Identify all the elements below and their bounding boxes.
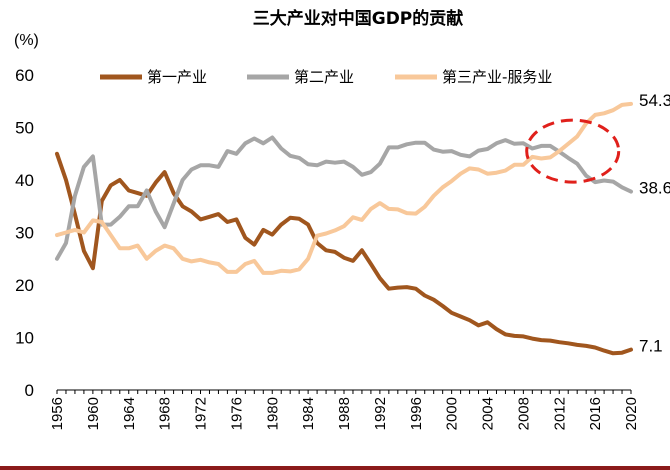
y-axis-unit: (%) xyxy=(14,32,39,49)
legend: 第一产业 第二产业 第三产业-服务业 xyxy=(100,68,552,86)
series-lines xyxy=(55,101,633,356)
x-tick-label: 1988 xyxy=(336,397,353,430)
x-axis: 1956 1960 1964 1968 1972 1976 1980 1984 1988 1992… xyxy=(49,389,640,430)
x-tick-label: 1996 xyxy=(408,397,425,430)
y-tick-label: 40 xyxy=(15,171,34,190)
y-tick-label: 10 xyxy=(15,329,34,348)
end-labels: 54.3 38.6 7.1 xyxy=(639,91,670,356)
series-line-tertiary xyxy=(55,101,633,275)
x-tick-label: 2016 xyxy=(587,397,604,430)
end-label-tertiary: 54.3 xyxy=(639,91,670,110)
x-tick-label: 2012 xyxy=(551,397,568,430)
x-tick-label: 1976 xyxy=(228,397,245,430)
x-tick-label: 2008 xyxy=(515,397,532,430)
annotation xyxy=(525,118,621,184)
y-axis: 0 10 20 30 40 50 60 xyxy=(15,66,34,400)
legend-label-tertiary: 第三产业-服务业 xyxy=(442,68,552,86)
end-label-primary: 7.1 xyxy=(639,337,663,356)
x-tick-label: 1972 xyxy=(193,397,210,430)
y-tick-label: 30 xyxy=(15,224,34,243)
x-tick-label: 2000 xyxy=(444,397,461,430)
series-line-primary xyxy=(55,151,633,356)
end-label-secondary: 38.6 xyxy=(639,179,670,198)
y-tick-label: 60 xyxy=(15,66,34,85)
x-tick-label: 1984 xyxy=(300,397,317,430)
x-tick-label: 2004 xyxy=(480,397,497,430)
x-tick-label: 1960 xyxy=(85,397,102,430)
legend-label-secondary: 第二产业 xyxy=(294,68,354,86)
series-line-secondary xyxy=(55,135,633,261)
x-tick-label: 1980 xyxy=(264,397,281,430)
y-tick-label: 50 xyxy=(15,119,34,138)
legend-label-primary: 第一产业 xyxy=(147,68,207,86)
annotation-circle xyxy=(525,118,621,184)
x-tick-label: 1992 xyxy=(372,397,389,430)
x-tick-label: 2020 xyxy=(623,397,640,430)
x-tick-label: 1968 xyxy=(157,397,174,430)
bottom-rule xyxy=(0,466,670,470)
y-tick-label: 20 xyxy=(15,276,34,295)
x-tick-label: 1964 xyxy=(121,397,138,430)
chart-title: 三大产业对中国GDP的贡献 xyxy=(253,8,464,29)
y-tick-label: 0 xyxy=(25,381,34,400)
x-tick-label: 1956 xyxy=(49,397,66,430)
